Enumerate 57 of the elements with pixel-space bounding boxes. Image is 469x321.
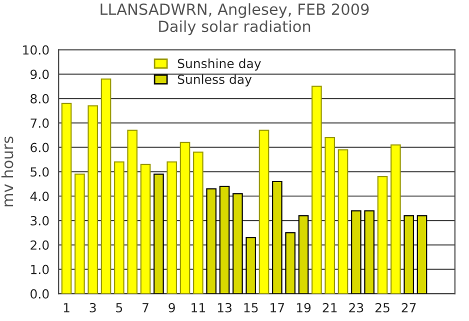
bar xyxy=(140,164,151,294)
bar xyxy=(180,142,190,294)
y-tick-label: 4.0 xyxy=(30,192,49,202)
bar xyxy=(298,215,309,294)
bar xyxy=(404,215,414,294)
bar xyxy=(74,174,85,294)
bar xyxy=(206,188,217,294)
bar xyxy=(88,105,98,294)
bar xyxy=(324,137,336,294)
x-tick-label: 25 xyxy=(375,302,390,312)
x-tick-label: 11 xyxy=(192,303,205,312)
y-tick-label: 0.0 xyxy=(30,289,49,299)
bar xyxy=(219,186,230,294)
y-tick-label: 7.0 xyxy=(30,118,49,128)
x-tick-label: 1 xyxy=(64,303,70,312)
bar xyxy=(364,210,375,294)
x-tick-label: 19 xyxy=(296,302,311,312)
x-tick-label: 9 xyxy=(168,302,175,312)
bar xyxy=(377,176,388,294)
x-tick-label: 15 xyxy=(244,303,258,312)
bar xyxy=(416,215,428,294)
x-tick-label: 13 xyxy=(218,302,232,312)
bar xyxy=(232,193,243,294)
x-tick-label: 3 xyxy=(90,302,96,312)
bar xyxy=(193,152,204,294)
x-tick-label: 21 xyxy=(322,302,337,312)
bar xyxy=(154,174,164,294)
y-tick-label: 10.0 xyxy=(23,45,49,55)
bar xyxy=(246,237,256,294)
chart-title: LLANSADWRN, Anglesey, FEB 2009 Daily solar radiation xyxy=(100,3,369,36)
x-tick-label: 5 xyxy=(116,303,122,312)
bar xyxy=(100,78,112,294)
y-tick-label: 3.0 xyxy=(30,216,49,226)
bar xyxy=(127,130,138,294)
bar xyxy=(166,161,178,294)
y-axis-title: mv hours xyxy=(1,136,14,206)
y-tick-label: 2.0 xyxy=(30,240,49,250)
x-tick-label: 7 xyxy=(142,303,148,312)
legend-label: Sunless day xyxy=(178,74,252,86)
bar xyxy=(338,149,348,294)
bar xyxy=(285,232,296,294)
y-tick-label: 1.0 xyxy=(31,264,49,274)
bar xyxy=(351,210,362,294)
bar xyxy=(61,102,72,294)
bar xyxy=(390,144,401,294)
bar xyxy=(114,161,124,294)
bar xyxy=(272,180,282,294)
y-tick-label: 9.0 xyxy=(30,70,49,80)
x-tick-label: 17 xyxy=(270,303,284,312)
y-tick-label: 5.0 xyxy=(30,167,49,177)
y-tick-label: 8.0 xyxy=(30,94,49,104)
bar xyxy=(258,130,270,294)
y-tick-label: 6.0 xyxy=(30,142,49,152)
x-tick-label: 23 xyxy=(349,302,364,312)
x-tick-label: 27 xyxy=(402,302,416,312)
bar xyxy=(312,86,322,294)
legend-label: Sunshine day xyxy=(178,58,261,71)
